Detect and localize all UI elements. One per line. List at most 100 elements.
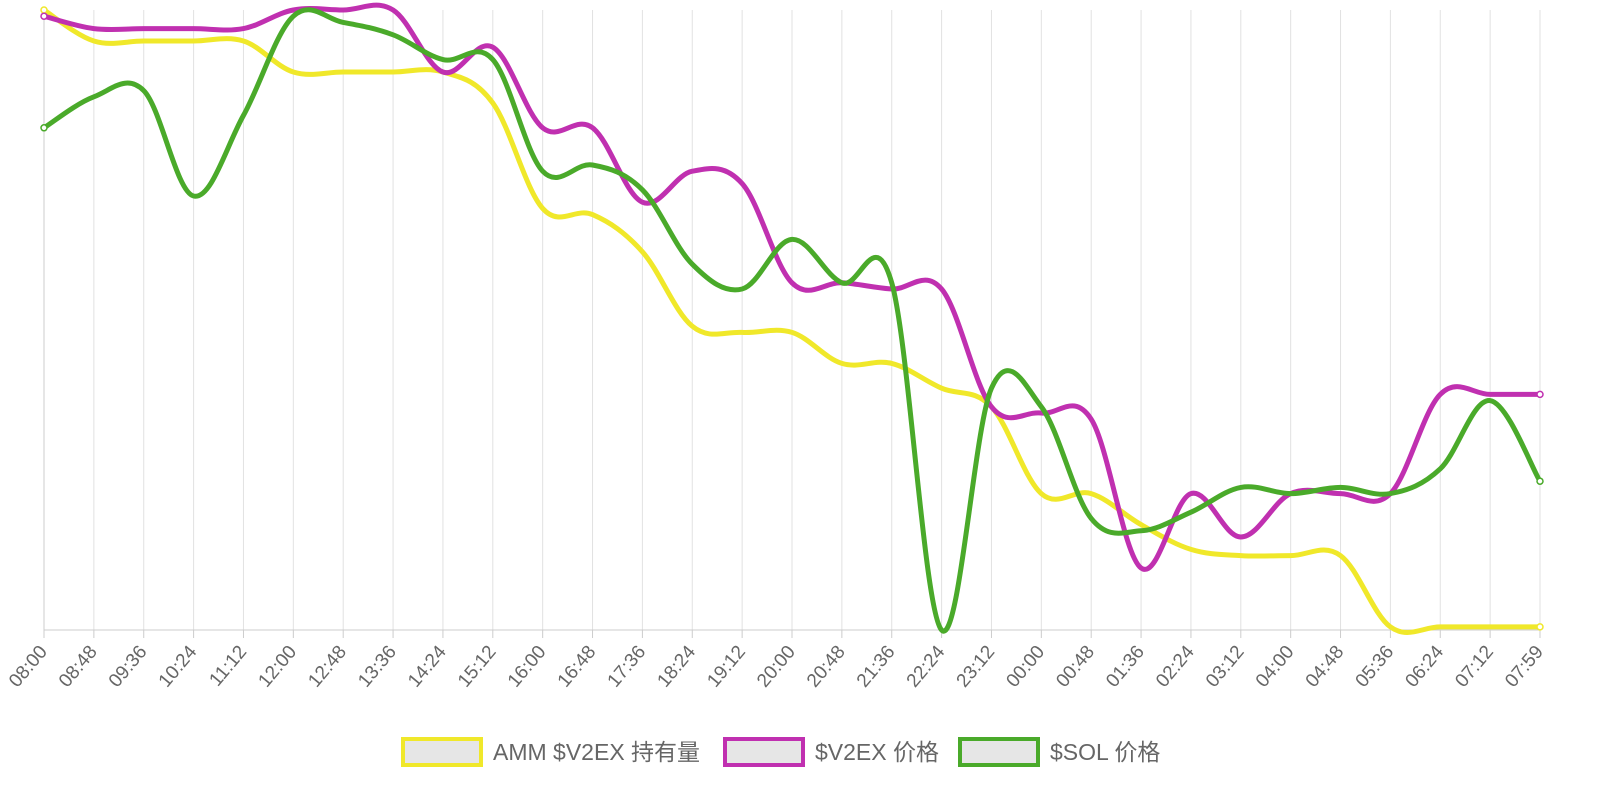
- data-point[interactable]: [790, 280, 794, 285]
- data-point[interactable]: [1288, 491, 1293, 496]
- data-point[interactable]: [391, 8, 395, 12]
- x-tick-label: 03:12: [1202, 642, 1249, 692]
- data-point[interactable]: [1089, 516, 1094, 521]
- data-point[interactable]: [690, 262, 695, 267]
- data-point[interactable]: [640, 200, 645, 205]
- data-point[interactable]: [92, 26, 96, 31]
- data-point[interactable]: [590, 163, 595, 167]
- data-point[interactable]: [441, 57, 445, 62]
- data-point[interactable]: [640, 187, 645, 192]
- x-tick-label: 20:00: [753, 642, 800, 692]
- data-point[interactable]: [1238, 553, 1243, 558]
- data-point[interactable]: [1536, 477, 1544, 485]
- data-point[interactable]: [790, 330, 794, 335]
- data-point[interactable]: [640, 249, 645, 254]
- legend-item[interactable]: $SOL 价格: [958, 737, 1160, 767]
- data-point[interactable]: [939, 287, 944, 291]
- x-tick-label: 14:24: [404, 641, 451, 691]
- data-point[interactable]: [1338, 485, 1343, 490]
- data-point[interactable]: [1139, 522, 1143, 527]
- data-point[interactable]: [291, 70, 296, 74]
- data-point[interactable]: [989, 386, 994, 391]
- data-point[interactable]: [1139, 566, 1143, 570]
- data-point[interactable]: [590, 125, 595, 130]
- data-point[interactable]: [1238, 485, 1243, 490]
- data-point[interactable]: [840, 361, 844, 366]
- data-point[interactable]: [391, 32, 395, 37]
- data-point[interactable]: [40, 12, 48, 20]
- data-point[interactable]: [191, 26, 196, 31]
- data-point[interactable]: [540, 206, 545, 211]
- data-point[interactable]: [740, 330, 744, 335]
- data-point[interactable]: [341, 8, 346, 12]
- data-point[interactable]: [191, 194, 196, 198]
- data-point[interactable]: [1039, 491, 1044, 496]
- legend-item[interactable]: $V2EX 价格: [723, 737, 939, 767]
- data-point[interactable]: [840, 280, 844, 285]
- data-point[interactable]: [141, 39, 146, 43]
- data-point[interactable]: [1238, 535, 1243, 539]
- data-point[interactable]: [1388, 625, 1393, 629]
- legend-item[interactable]: AMM $V2EX 持有量: [401, 737, 700, 767]
- x-tick-label: 13:36: [354, 642, 401, 692]
- data-point[interactable]: [1488, 398, 1492, 403]
- data-point[interactable]: [191, 39, 196, 43]
- x-tick-label: 16:00: [504, 642, 551, 692]
- data-point[interactable]: [490, 45, 495, 50]
- data-point[interactable]: [241, 39, 246, 43]
- data-point[interactable]: [1089, 491, 1094, 496]
- x-tick-label: 04:48: [1302, 642, 1349, 692]
- data-point[interactable]: [1388, 491, 1393, 496]
- data-point[interactable]: [341, 70, 346, 74]
- data-point[interactable]: [1039, 404, 1044, 409]
- data-point[interactable]: [291, 14, 296, 19]
- data-point[interactable]: [540, 169, 545, 174]
- data-point[interactable]: [490, 57, 495, 62]
- data-point[interactable]: [939, 386, 944, 391]
- data-point[interactable]: [92, 94, 96, 99]
- data-point[interactable]: [1438, 392, 1443, 397]
- data-point[interactable]: [1189, 510, 1193, 515]
- data-point[interactable]: [1488, 392, 1492, 397]
- data-point[interactable]: [92, 39, 96, 43]
- x-tick-label: 23:12: [953, 642, 1000, 692]
- data-point[interactable]: [341, 20, 346, 25]
- data-point[interactable]: [1139, 528, 1143, 533]
- data-point[interactable]: [889, 361, 894, 366]
- data-point[interactable]: [740, 181, 744, 186]
- x-tick-labels: 08:00 08:48 09:36 10:24 11:12 12:00 12:48 13:36…: [5, 641, 1548, 691]
- data-point[interactable]: [889, 280, 894, 285]
- data-point[interactable]: [1338, 553, 1343, 558]
- data-point[interactable]: [141, 26, 146, 31]
- data-point[interactable]: [1438, 466, 1443, 471]
- data-point[interactable]: [1536, 390, 1544, 399]
- data-point[interactable]: [1089, 417, 1094, 422]
- data-point[interactable]: [1338, 491, 1343, 496]
- grid: [43, 10, 1541, 630]
- data-point[interactable]: [1438, 625, 1443, 629]
- data-point[interactable]: [690, 169, 695, 174]
- data-point[interactable]: [590, 212, 595, 217]
- data-point[interactable]: [490, 101, 495, 105]
- data-point[interactable]: [40, 124, 48, 132]
- legend-label: $SOL 价格: [1050, 739, 1160, 765]
- data-point[interactable]: [291, 8, 296, 12]
- data-point[interactable]: [1488, 625, 1492, 629]
- x-tick-label: 07:12: [1451, 642, 1498, 692]
- data-point[interactable]: [241, 113, 246, 118]
- data-point[interactable]: [241, 26, 246, 31]
- data-point[interactable]: [1536, 623, 1544, 631]
- data-point[interactable]: [141, 88, 146, 93]
- data-point[interactable]: [540, 125, 545, 130]
- data-point[interactable]: [40, 6, 48, 14]
- data-point[interactable]: [1189, 547, 1193, 552]
- data-point[interactable]: [1288, 553, 1293, 558]
- data-point[interactable]: [939, 628, 944, 632]
- data-point[interactable]: [441, 70, 445, 74]
- data-point[interactable]: [1189, 491, 1193, 496]
- data-point[interactable]: [391, 70, 395, 74]
- data-point[interactable]: [740, 287, 744, 291]
- data-point[interactable]: [690, 324, 695, 329]
- data-point[interactable]: [989, 404, 994, 409]
- data-point[interactable]: [790, 237, 794, 242]
